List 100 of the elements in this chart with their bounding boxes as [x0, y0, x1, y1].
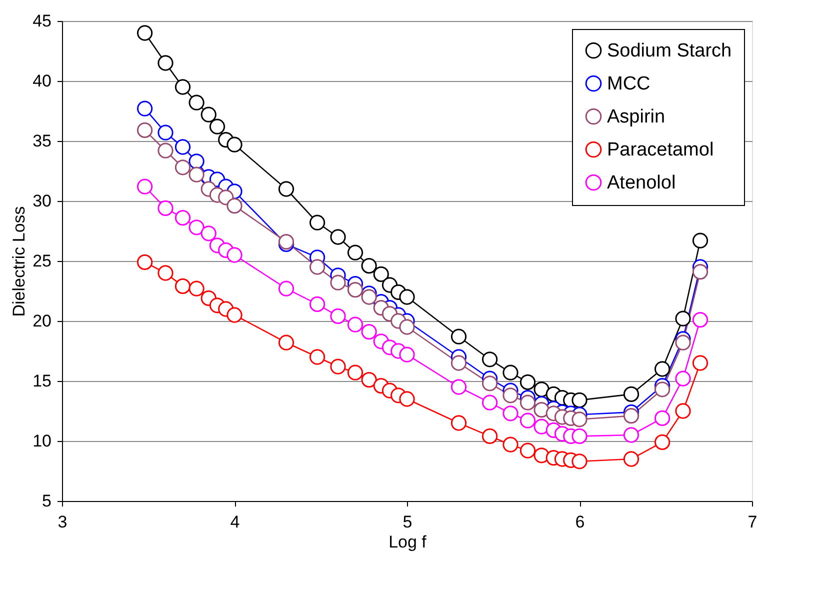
legend-label: Atenolol	[607, 172, 676, 194]
point	[623, 386, 640, 402]
point	[654, 410, 670, 426]
x-axis-title: Log f	[388, 532, 427, 552]
point	[692, 264, 708, 280]
y-tick-label: 10	[32, 432, 52, 450]
point	[520, 374, 536, 390]
point	[330, 274, 346, 290]
point	[450, 328, 467, 344]
point	[534, 418, 550, 434]
point	[450, 355, 467, 371]
point	[534, 402, 550, 418]
point	[200, 226, 216, 242]
point	[482, 394, 498, 410]
point	[572, 428, 588, 444]
point	[136, 25, 153, 41]
point	[502, 436, 518, 452]
point	[158, 55, 174, 71]
point	[502, 406, 518, 422]
point	[347, 364, 364, 380]
point	[278, 280, 294, 296]
point	[623, 408, 640, 424]
x-tick-label: 6	[575, 512, 585, 532]
point	[623, 451, 640, 467]
point	[136, 178, 153, 194]
point	[675, 310, 691, 326]
point	[330, 229, 346, 245]
point	[174, 210, 191, 226]
y-tick-label: 25	[32, 252, 52, 270]
point	[188, 94, 204, 110]
point	[361, 289, 377, 305]
point	[399, 346, 415, 362]
point	[309, 296, 326, 312]
point	[136, 100, 153, 116]
point	[226, 247, 242, 263]
point	[278, 181, 294, 197]
x-tick-label: 7	[748, 512, 758, 532]
y-tick-label: 40	[32, 72, 52, 90]
point	[330, 358, 346, 374]
point	[209, 118, 226, 134]
point	[450, 415, 467, 431]
point	[373, 266, 389, 282]
point	[330, 308, 346, 324]
point	[158, 200, 174, 216]
point	[158, 124, 174, 140]
y-tick-label: 45	[32, 12, 52, 30]
point	[309, 349, 326, 365]
point	[188, 280, 204, 296]
point	[347, 244, 364, 260]
point	[188, 220, 204, 236]
point	[361, 258, 377, 274]
point	[675, 403, 691, 419]
point	[623, 427, 640, 443]
point	[399, 289, 415, 305]
point	[482, 352, 498, 368]
point	[136, 122, 153, 138]
point	[675, 370, 691, 386]
point	[450, 379, 467, 395]
point	[572, 392, 588, 408]
point	[174, 160, 191, 176]
point	[200, 106, 216, 122]
point	[520, 442, 536, 458]
legend-label: Sodium Starch	[607, 40, 732, 62]
y-axis-title: Dielectric Loss	[10, 206, 29, 317]
point	[692, 232, 708, 248]
point	[572, 412, 588, 428]
point	[174, 79, 191, 95]
point	[534, 382, 550, 398]
x-tick-label: 3	[58, 512, 68, 532]
point	[482, 376, 498, 392]
point	[572, 454, 588, 470]
point	[174, 278, 191, 294]
point	[654, 434, 670, 450]
legend-label: Paracetamol	[607, 140, 714, 160]
legend-label: Aspirin	[607, 106, 666, 128]
point	[136, 254, 153, 270]
point	[654, 382, 670, 398]
point	[226, 198, 242, 214]
point	[347, 316, 364, 332]
point	[399, 319, 415, 335]
point	[520, 412, 536, 428]
point	[226, 307, 242, 323]
y-tick-label: 15	[32, 372, 52, 390]
y-tick-label: 35	[32, 132, 52, 150]
y-tick-label: 20	[32, 312, 52, 330]
point	[675, 334, 691, 350]
y-tick-label: 5	[42, 492, 52, 510]
point	[361, 324, 377, 340]
point	[520, 394, 536, 410]
legend-label: MCC	[607, 74, 650, 94]
x-tick-label: 4	[230, 512, 240, 532]
point	[399, 391, 415, 407]
point	[502, 388, 518, 404]
point	[188, 154, 204, 170]
x-tick-label: 5	[402, 512, 412, 532]
point	[502, 364, 518, 380]
point	[654, 361, 670, 377]
point	[158, 265, 174, 281]
point	[174, 139, 191, 155]
point	[361, 372, 377, 388]
